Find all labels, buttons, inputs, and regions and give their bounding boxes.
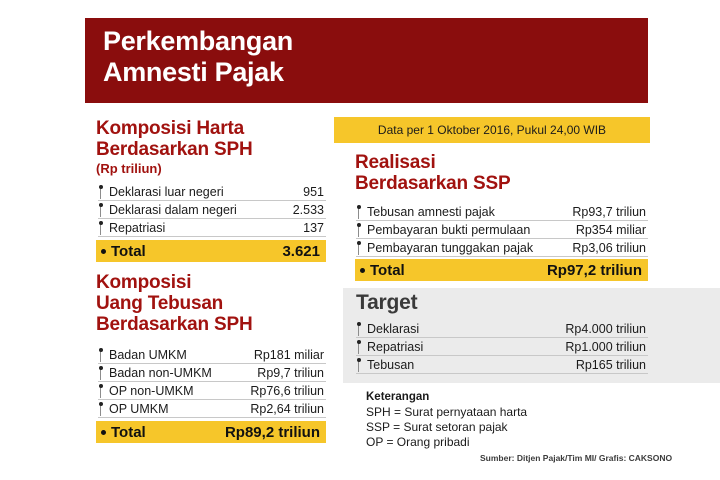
section-title-komposisi-uang-tebusan: Komposisi Uang Tebusan Berdasarkan SPH (96, 272, 253, 335)
target-panel (343, 288, 720, 383)
row-bullet-icon (356, 205, 361, 219)
total-label: Total (370, 261, 405, 279)
keterangan-line: SPH = Surat pernyataan harta (366, 405, 528, 419)
table-row: Pembayaran bukti permulaan Rp354 miliar (356, 221, 648, 239)
total-label: Total (111, 242, 146, 260)
keterangan-block: Keterangan SPH = Surat pernyataan harta … (366, 390, 527, 450)
row-value: Rp93,7 triliun (572, 204, 646, 219)
row-label: Repatriasi (367, 339, 424, 354)
row-label: Badan UMKM (109, 347, 187, 362)
row-value: 137 (303, 220, 324, 235)
total-value: Rp89,2 triliun (224, 423, 320, 441)
row-label: Badan non-UMKM (109, 365, 212, 380)
row-label: Tebusan amnesti pajak (367, 204, 495, 219)
row-label: Pembayaran tunggakan pajak (367, 240, 534, 255)
row-value: Rp2,64 triliun (250, 401, 324, 416)
row-value: 2.533 (292, 202, 324, 217)
table-row: Deklarasi Rp4.000 triliun (356, 320, 648, 338)
total-label: Total (111, 423, 146, 441)
total-label-wrap: Total (101, 424, 146, 441)
data-timestamp-banner: Data per 1 Oktober 2016, Pukul 24,00 WIB (334, 117, 650, 143)
total-value: 3.621 (282, 242, 320, 260)
section-title-target: Target (356, 291, 418, 314)
row-value: Rp3,06 triliun (572, 240, 646, 255)
row-bullet-icon (98, 384, 103, 398)
row-label: OP UMKM (109, 401, 169, 416)
total-bar-komposisi-harta: Total 3.621 (96, 240, 326, 262)
table-row: Tebusan Rp165 triliun (356, 356, 648, 374)
row-bullet-icon (356, 340, 361, 354)
row-value: Rp354 miliar (575, 222, 646, 237)
keterangan-line: SSP = Surat setoran pajak (366, 420, 508, 434)
row-label: Repatriasi (109, 220, 166, 235)
row-bullet-icon (356, 223, 361, 237)
table-row: Tebusan amnesti pajak Rp93,7 triliun (356, 203, 648, 221)
table-row: Repatriasi Rp1.000 triliun (356, 338, 648, 356)
row-value: Rp76,6 triliun (250, 383, 324, 398)
row-label: Tebusan (367, 357, 415, 372)
total-bullet-icon (101, 429, 106, 435)
table-row: OP non-UMKM Rp76,6 triliun (98, 382, 326, 400)
total-bar-komposisi-uang-tebusan: Total Rp89,2 triliun (96, 421, 326, 443)
total-value: Rp97,2 triliun (546, 261, 642, 279)
row-label: Deklarasi (367, 321, 420, 336)
row-value: Rp181 miliar (253, 347, 324, 362)
page-title: Perkembangan Amnesti Pajak (103, 26, 293, 87)
section-title-realisasi: Realisasi Berdasarkan SSP (355, 152, 511, 194)
row-value: Rp165 triliun (575, 357, 646, 372)
table-row: Deklarasi luar negeri 951 (98, 183, 326, 201)
table-row: OP UMKM Rp2,64 triliun (98, 400, 326, 418)
table-row: Deklarasi dalam negeri 2.533 (98, 201, 326, 219)
header-banner: Perkembangan Amnesti Pajak (85, 18, 648, 103)
table-komposisi-harta: Deklarasi luar negeri 951 Deklarasi dala… (98, 183, 326, 237)
keterangan-line: OP = Orang pribadi (366, 435, 470, 449)
row-bullet-icon (356, 358, 361, 372)
row-value: Rp9,7 triliun (257, 365, 324, 380)
total-label-wrap: Total (360, 262, 405, 279)
source-credit: Sumber: Ditjen Pajak/Tim MI/ Grafis: CAK… (480, 453, 673, 463)
row-bullet-icon (356, 322, 361, 336)
total-bullet-icon (101, 248, 106, 254)
keterangan-heading: Keterangan (366, 391, 430, 403)
row-bullet-icon (356, 241, 361, 255)
data-timestamp-text: Data per 1 Oktober 2016, Pukul 24,00 WIB (377, 123, 607, 137)
row-bullet-icon (98, 402, 103, 416)
table-realisasi: Tebusan amnesti pajak Rp93,7 triliun Pem… (356, 203, 648, 257)
row-label: OP non-UMKM (109, 383, 194, 398)
row-value: Rp1.000 triliun (565, 339, 646, 354)
row-label: Deklarasi dalam negeri (109, 202, 237, 217)
section-subtitle-komposisi-harta: (Rp triliun) (96, 161, 162, 176)
row-label: Pembayaran bukti permulaan (367, 222, 531, 237)
table-target: Deklarasi Rp4.000 triliun Repatriasi Rp1… (356, 320, 648, 374)
table-row: Pembayaran tunggakan pajak Rp3,06 triliu… (356, 239, 648, 257)
table-row: Badan non-UMKM Rp9,7 triliun (98, 364, 326, 382)
row-value: 951 (303, 184, 324, 199)
total-label-wrap: Total (101, 243, 146, 260)
table-row: Repatriasi 137 (98, 219, 326, 237)
row-bullet-icon (98, 366, 103, 380)
section-title-komposisi-harta: Komposisi Harta Berdasarkan SPH (96, 118, 253, 160)
row-bullet-icon (98, 348, 103, 362)
table-komposisi-uang-tebusan: Badan UMKM Rp181 miliar Badan non-UMKM R… (98, 346, 326, 418)
table-row: Badan UMKM Rp181 miliar (98, 346, 326, 364)
row-label: Deklarasi luar negeri (109, 184, 224, 199)
total-bullet-icon (360, 267, 365, 273)
row-bullet-icon (98, 203, 103, 217)
row-value: Rp4.000 triliun (565, 321, 646, 336)
row-bullet-icon (98, 221, 103, 235)
total-bar-realisasi: Total Rp97,2 triliun (355, 259, 648, 281)
row-bullet-icon (98, 185, 103, 199)
